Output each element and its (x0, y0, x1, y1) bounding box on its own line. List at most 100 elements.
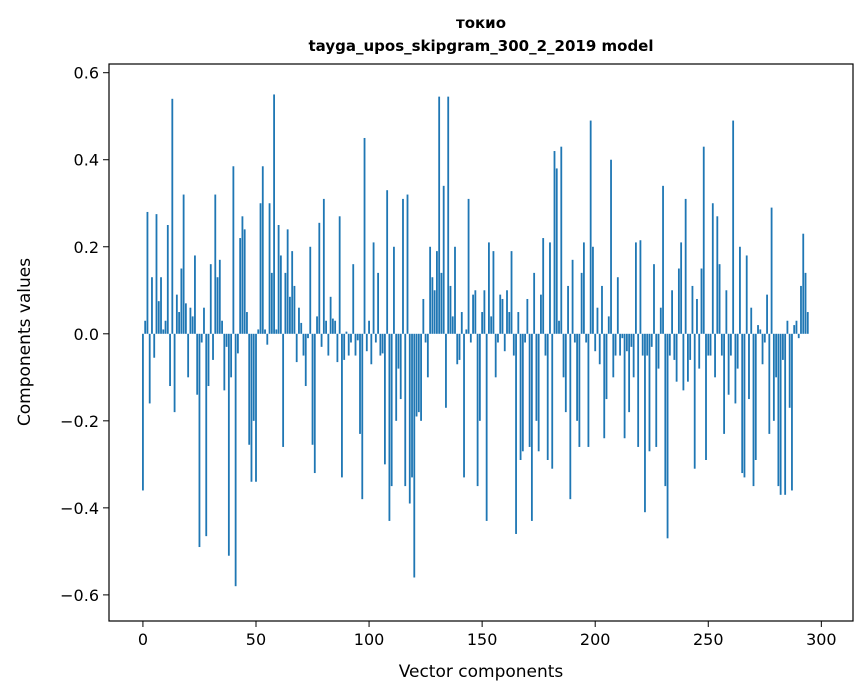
bar-287 (791, 333, 793, 491)
bar-247 (700, 268, 703, 334)
bar-149 (478, 333, 481, 421)
bar-257 (723, 333, 726, 434)
bar-141 (460, 312, 463, 334)
bar-262 (734, 333, 737, 404)
bar-116 (404, 333, 407, 487)
bar-238 (680, 242, 683, 334)
bar-165 (515, 333, 517, 534)
bar-95 (356, 333, 359, 341)
bar-19 (184, 303, 187, 334)
bar-125 (424, 333, 427, 343)
bar-243 (691, 285, 694, 334)
bar-156 (494, 333, 497, 378)
bar-68 (295, 333, 298, 363)
bar-294 (806, 312, 809, 334)
y-axis-ticks: −0.6 −0.4 −0.2 0.0 0.2 0.4 0.6 (60, 64, 109, 605)
bar-74 (309, 246, 312, 334)
bar-280 (775, 333, 778, 378)
bar-202 (598, 333, 601, 365)
bar-263 (736, 333, 739, 369)
bar-157 (497, 333, 499, 343)
y-tick-label: −0.4 (60, 499, 99, 518)
x-tick-label: 300 (806, 630, 837, 649)
bar-45 (243, 229, 246, 334)
bar-43 (239, 238, 242, 334)
bar-18 (182, 194, 185, 334)
bar-41 (234, 333, 237, 587)
bar-226 (653, 264, 655, 334)
bar-215 (628, 333, 631, 413)
bar-47 (248, 333, 251, 445)
bar-273 (759, 329, 762, 334)
bar-289 (795, 320, 798, 334)
bar-275 (763, 333, 766, 343)
bar-154 (490, 316, 493, 334)
bar-90 (345, 331, 348, 334)
bar-62 (282, 333, 285, 447)
y-tick-label: −0.6 (60, 586, 99, 605)
bar-274 (761, 333, 764, 365)
bar-167 (519, 333, 522, 460)
bar-177 (542, 238, 545, 334)
bar-277 (768, 333, 771, 434)
bar-72 (304, 333, 307, 387)
bar-94 (354, 333, 357, 356)
bar-118 (408, 333, 411, 504)
bar-48 (250, 333, 253, 482)
bar-46 (246, 312, 248, 334)
bar-159 (501, 298, 504, 334)
x-tick-label: 0 (138, 630, 148, 649)
bar-9 (162, 329, 165, 334)
bar-232 (666, 333, 669, 539)
bar-108 (386, 190, 389, 334)
bar-55 (266, 333, 269, 345)
bar-39 (230, 333, 233, 378)
bar-107 (383, 333, 386, 465)
bar-187 (564, 333, 567, 413)
bar-26 (200, 333, 203, 343)
bar-78 (318, 222, 321, 334)
bar-184 (558, 320, 560, 334)
bar-53 (261, 166, 264, 334)
bar-174 (535, 333, 538, 421)
bar-40 (232, 166, 235, 334)
x-tick-label: 150 (467, 630, 498, 649)
x-axis-label: Vector components (399, 662, 564, 682)
bar-15 (175, 294, 178, 334)
bar-143 (465, 329, 468, 334)
bar-50 (255, 333, 257, 482)
bar-127 (429, 246, 432, 334)
bar-172 (530, 333, 533, 521)
bar-164 (512, 333, 515, 356)
y-tick-label: 0.4 (74, 151, 99, 170)
bar-60 (277, 225, 280, 334)
bar-188 (567, 285, 569, 334)
bar-288 (793, 325, 796, 334)
bar-92 (350, 333, 352, 343)
bar-161 (506, 290, 508, 334)
x-axis-ticks: 0 50 100 150 200 250 300 (138, 621, 837, 649)
bar-66 (291, 251, 294, 334)
bar-133 (442, 185, 445, 334)
bar-173 (533, 272, 536, 334)
bar-264 (739, 246, 741, 334)
bar-77 (316, 316, 318, 334)
bar-204 (603, 333, 606, 439)
bar-34 (218, 259, 221, 334)
bar-1 (144, 320, 147, 334)
bar-290 (797, 333, 800, 339)
bar-23 (194, 255, 196, 334)
bar-36 (223, 333, 226, 391)
bar-80 (322, 198, 325, 334)
bar-59 (275, 329, 278, 334)
bar-279 (772, 333, 775, 421)
bar-219 (637, 333, 640, 447)
bar-56 (268, 203, 271, 334)
bar-245 (696, 298, 698, 334)
bar-286 (788, 333, 791, 408)
bar-176 (540, 294, 542, 334)
plot-frame (108, 63, 854, 622)
bar-30 (209, 264, 212, 334)
bar-28 (205, 333, 208, 537)
